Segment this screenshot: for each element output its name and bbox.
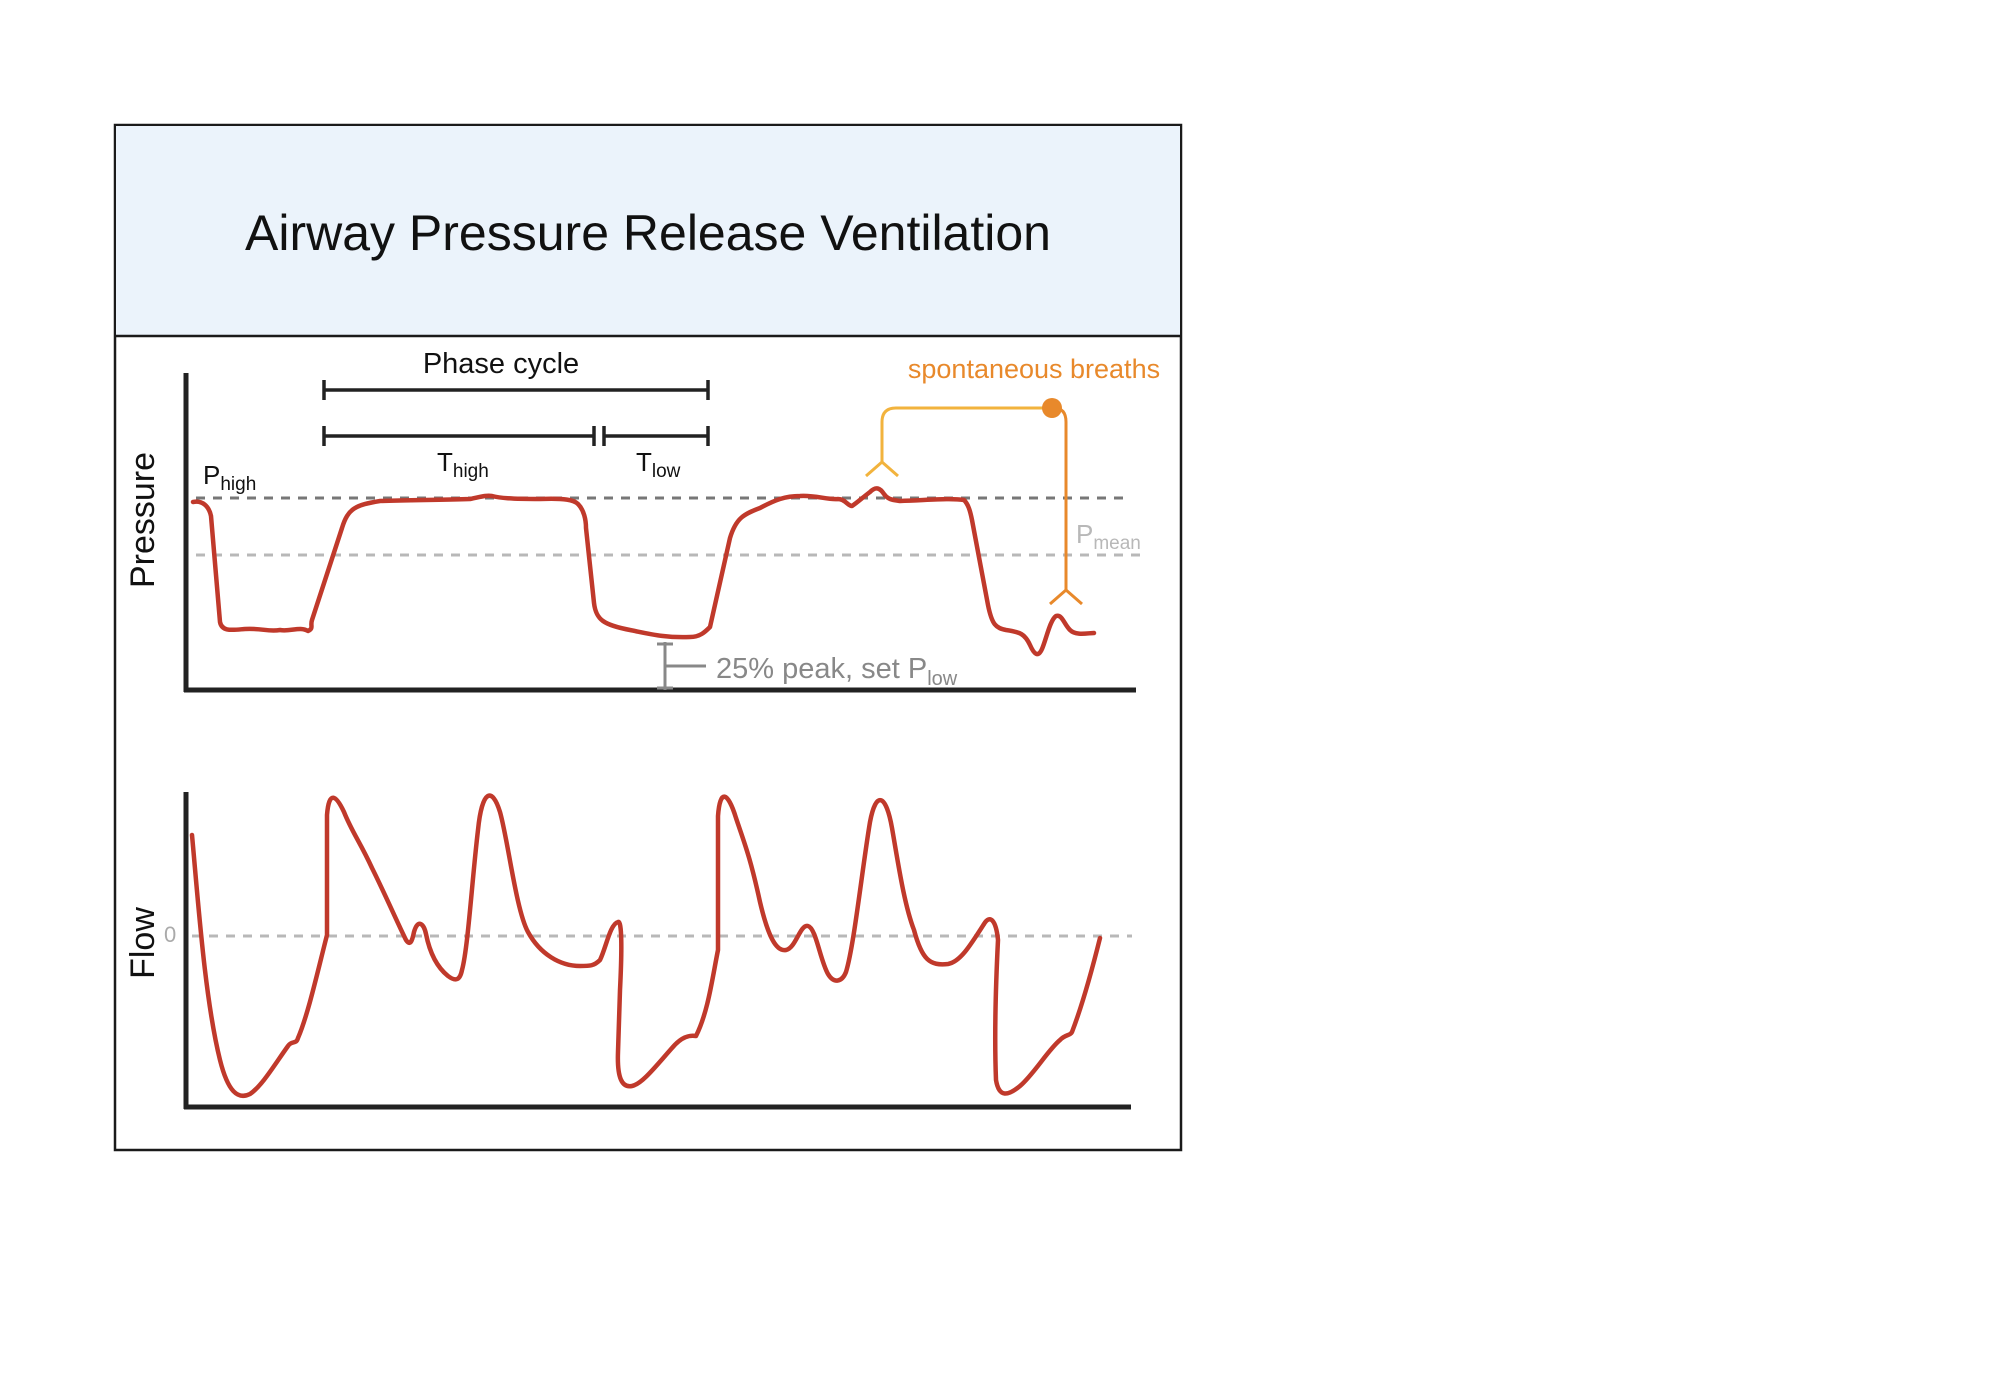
spontaneous-breath-pointer-1: [865, 460, 899, 478]
plow-annotation: 25% peak, set Plow: [716, 653, 958, 690]
diagram-title: Airway Pressure Release Ventilation: [245, 205, 1051, 261]
spontaneous-breaths-label: spontaneous breaths: [908, 354, 1160, 384]
t-high-bracket: [322, 426, 596, 446]
phase-cycle-label: Phase cycle: [423, 348, 579, 380]
flow-zero-label: 0: [164, 922, 176, 947]
title-header: [116, 126, 1180, 336]
spontaneous-breath-pointer-2: [1049, 588, 1083, 606]
t-low-bracket: [602, 426, 710, 446]
flow-panel: Flow 0: [124, 792, 1132, 1110]
pressure-axis-label: Pressure: [124, 452, 162, 588]
spontaneous-connector-light: [880, 406, 1052, 462]
t-low-label: Tlow: [636, 447, 681, 482]
p-high-label: Phigh: [203, 460, 256, 495]
t-high-label: Thigh: [437, 447, 489, 482]
phase-cycle-bracket: [322, 380, 710, 400]
flow-curve: [189, 793, 1103, 1098]
plow-bracket: [657, 642, 706, 690]
pressure-curve: [190, 486, 1097, 657]
flow-axis-label: Flow: [124, 907, 162, 979]
pressure-panel: Pressure Phigh Pmean Phase cycle: [124, 348, 1160, 693]
spontaneous-breaths-marker: [1042, 398, 1062, 418]
p-mean-label: Pmean: [1076, 519, 1141, 554]
